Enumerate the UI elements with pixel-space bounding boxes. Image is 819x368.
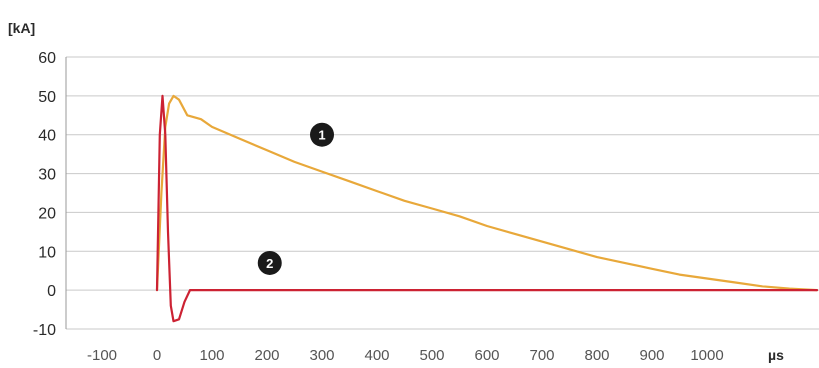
y-tick-label: 10: [38, 244, 56, 261]
x-tick-label: 500: [419, 347, 444, 364]
y-tick-label: 60: [38, 50, 56, 67]
y-tick-label: 30: [38, 167, 56, 184]
x-tick-label: 200: [254, 347, 279, 364]
y-unit-label: [kA]: [8, 20, 35, 36]
series-marker-1: 1: [310, 122, 334, 147]
x-tick-label: 800: [584, 347, 609, 364]
x-unit-label: µs: [768, 347, 784, 363]
x-tick-labels: -100 0 100 200 300 400 500 600 700 800 900 1000: [87, 347, 724, 364]
marker-circle: [310, 122, 334, 147]
series-line-1: [155, 94, 819, 292]
x-tick-label: -100: [87, 347, 117, 364]
marker-label: 1: [318, 128, 325, 143]
y-tick-label: -10: [33, 322, 56, 339]
x-tick-label: 100: [199, 347, 224, 364]
y-tick-labels: 60 50 40 30 20 10 0 -10: [33, 50, 56, 339]
x-tick-label: 0: [153, 347, 161, 364]
x-tick-label: 700: [529, 347, 554, 364]
marker-label: 2: [266, 256, 273, 271]
y-tick-label: 40: [38, 128, 56, 145]
x-tick-label: 400: [364, 347, 389, 364]
marker-circle: [257, 250, 282, 275]
series-lines: [155, 94, 819, 323]
y-tick-label: 0: [47, 283, 56, 300]
y-tick-label: 20: [38, 205, 56, 222]
gridlines: [66, 56, 819, 330]
series-line-2: [155, 94, 819, 323]
x-tick-label: 1000: [690, 347, 723, 364]
series-markers: 12: [257, 122, 334, 275]
x-tick-label: 300: [309, 347, 334, 364]
x-tick-label: 900: [639, 347, 664, 364]
y-tick-label: 50: [38, 89, 56, 106]
x-tick-label: 600: [474, 347, 499, 364]
series-marker-2: 2: [257, 250, 282, 275]
